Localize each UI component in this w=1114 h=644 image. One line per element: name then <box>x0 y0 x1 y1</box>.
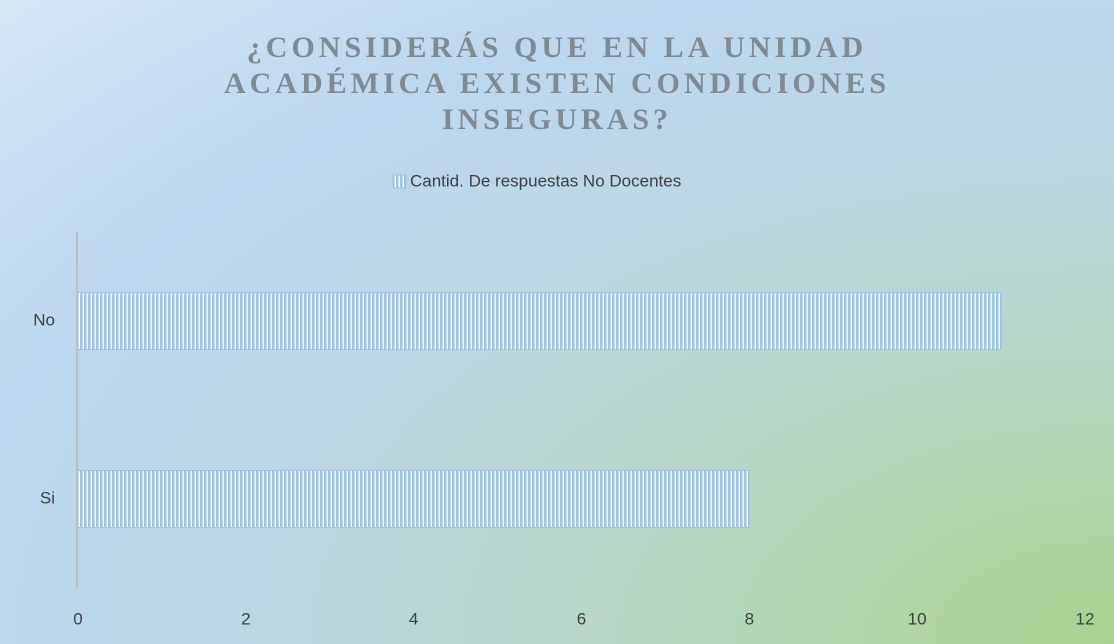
x-tick-label: 2 <box>241 609 250 628</box>
x-tick-label: 8 <box>745 609 754 628</box>
legend-swatch <box>392 174 407 189</box>
y-tick-label: Si <box>40 488 55 507</box>
x-tick-label: 10 <box>908 609 927 628</box>
bar <box>77 470 750 528</box>
x-tick-label: 4 <box>409 609 418 628</box>
bar <box>77 292 1002 350</box>
chart-title: ¿CONSIDERÁS QUE EN LA UNIDAD ACADÉMICA E… <box>223 31 891 136</box>
x-tick-label: 12 <box>1076 609 1095 628</box>
x-tick-label: 6 <box>577 609 586 628</box>
y-tick-label: No <box>33 310 55 329</box>
x-tick-label: 0 <box>73 609 82 628</box>
legend-label: Cantid. De respuestas No Docentes <box>410 171 681 190</box>
